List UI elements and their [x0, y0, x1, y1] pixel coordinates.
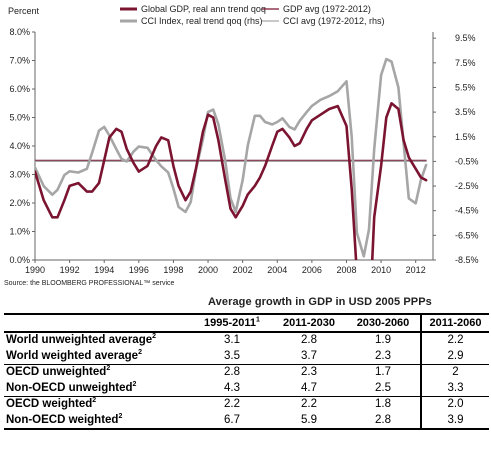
series-line-cci-index-real-trend-qoq-rhs	[35, 57, 428, 258]
table-cell: 3.5	[192, 348, 272, 365]
x-tick-label: 2002	[233, 265, 253, 275]
table-cell: 2.2	[301, 398, 317, 411]
legend-label: Global GDP, real ann trend qoq	[141, 4, 266, 14]
table-row: Non-OECD weighted2 6.7 5.9 2.8 3.9	[4, 412, 489, 430]
table-cell: 2.3	[301, 366, 317, 379]
footnote-marker: 2	[106, 365, 111, 373]
x-tick-label: 1998	[163, 265, 183, 275]
x-tick-label: 2000	[198, 265, 218, 275]
row-label: OECD unweighted2	[6, 365, 111, 379]
table-row: World weighted average2 3.5 3.7 2.3 2.9	[4, 348, 489, 365]
gdp-cci-line-chart: Percent 8.0% 7.0% 6.0% 5.0% 4.0% 3.0% 2.0% 1.0%…	[8, 4, 479, 275]
header-cell	[4, 313, 192, 333]
row-label: Non-OECD weighted2	[4, 412, 192, 430]
left-tick-label: 1.0%	[9, 227, 30, 237]
left-tick-label: 6.0%	[9, 84, 30, 94]
left-tick-label: 5.0%	[9, 113, 30, 123]
table-cell: 4.7	[272, 380, 346, 397]
header-cell: 2011-2030	[272, 313, 346, 333]
right-tick-label: -6.5%	[455, 230, 479, 240]
left-tick-label: 3.0%	[9, 170, 30, 180]
header-cell: 2011-2060	[421, 313, 489, 333]
table-cell: 4.3	[192, 380, 272, 397]
x-tick-label: 2012	[406, 265, 426, 275]
growth-table: 1995-20111 2011-2030 2030-2060 2011-2060…	[4, 313, 489, 430]
table-header-row: 1995-20111 2011-2030 2030-2060 2011-2060	[4, 313, 489, 333]
table-cell: 2.2	[224, 398, 240, 411]
table-cell: 3.7	[272, 348, 346, 365]
table-cell: 1.9	[346, 332, 422, 349]
table-cell: 2.9	[421, 348, 489, 365]
x-tick-label: 2004	[267, 265, 287, 275]
table-cell: 2	[452, 366, 459, 379]
y-axis-title: Percent	[8, 6, 40, 16]
table-row: OECD unweighted2 2.8 2.3 1.7 2	[4, 364, 489, 381]
table-cell: 2.8	[301, 334, 317, 347]
right-tick-label: -2.5%	[455, 181, 479, 191]
right-tick-label: 5.5%	[455, 82, 476, 92]
right-tick-label: -4.5%	[455, 206, 479, 216]
right-tick-label: -8.5%	[455, 255, 479, 265]
table-cell: 2.0	[447, 398, 464, 411]
table-row: Non-OECD unweighted2 4.3 4.7 2.5 3.3	[4, 380, 489, 397]
x-tick-label: 2008	[336, 265, 356, 275]
table-cell: 6.7	[192, 412, 272, 430]
table-row: OECD weighted2 2.2 2.2 1.8 2.0	[4, 396, 489, 413]
table-cell: 3.9	[421, 412, 489, 430]
footnote-marker: 2	[132, 380, 137, 388]
row-label: Non-OECD unweighted2	[4, 380, 192, 397]
table-title: Average growth in GDP in USD 2005 PPPs	[208, 296, 432, 308]
source-note: Source: the BLOOMBERG PROFESSIONAL™ serv…	[4, 280, 175, 287]
x-tick-label: 1992	[60, 265, 80, 275]
x-tick-label: 1996	[129, 265, 149, 275]
x-tick-label: 2006	[302, 265, 322, 275]
table-cell: 1.7	[346, 364, 422, 381]
left-tick-label: 0.0%	[9, 255, 30, 265]
left-tick-label: 4.0%	[9, 141, 30, 151]
right-tick-label: 9.5%	[455, 33, 476, 43]
table-cell: 2.3	[346, 348, 422, 365]
table-row: World unweighted average2 3.1 2.8 1.9 2.…	[4, 332, 489, 349]
table-cell: 2.8	[224, 366, 240, 379]
table-cell: 2.5	[346, 380, 422, 397]
left-tick-label: 2.0%	[9, 198, 30, 208]
table-cell: 2.8	[346, 412, 422, 430]
row-label: OECD weighted2	[6, 397, 97, 411]
right-tick-label: 1.5%	[455, 132, 476, 142]
x-tick-label: 1994	[94, 265, 114, 275]
row-label: World unweighted average2	[6, 333, 157, 347]
table-cell: 3.3	[421, 380, 489, 397]
footnote-marker: 1	[256, 315, 260, 323]
x-tick-label: 2010	[371, 265, 391, 275]
legend-label: GDP avg (1972-2012)	[283, 4, 371, 14]
table-cell: 2.2	[447, 334, 464, 347]
footnote-marker: 2	[152, 333, 157, 341]
header-cell: 1995-20111	[192, 313, 272, 333]
right-tick-label: 7.5%	[455, 58, 476, 68]
table-cell: 5.9	[272, 412, 346, 430]
row-label: World weighted average2	[4, 348, 192, 365]
series-line-global-gdp-real-ann-trend-qoq	[35, 102, 428, 260]
right-tick-label: -0.5%	[455, 156, 479, 166]
table-cell: 3.1	[224, 334, 240, 347]
right-tick-label: 3.5%	[455, 107, 476, 117]
footnote-marker: 2	[92, 397, 97, 405]
x-tick-label: 1990	[25, 265, 45, 275]
left-tick-label: 7.0%	[9, 56, 30, 66]
left-tick-label: 8.0%	[9, 27, 30, 37]
legend-label: CCI avg (1972-2012, rhs)	[283, 16, 385, 26]
table-cell: 1.8	[346, 396, 422, 413]
footnote-marker: 2	[118, 412, 123, 420]
footnote-marker: 2	[138, 348, 142, 356]
legend-label: CCI Index, real trend qoq (rhs)	[141, 16, 263, 26]
header-cell: 2030-2060	[346, 313, 422, 333]
